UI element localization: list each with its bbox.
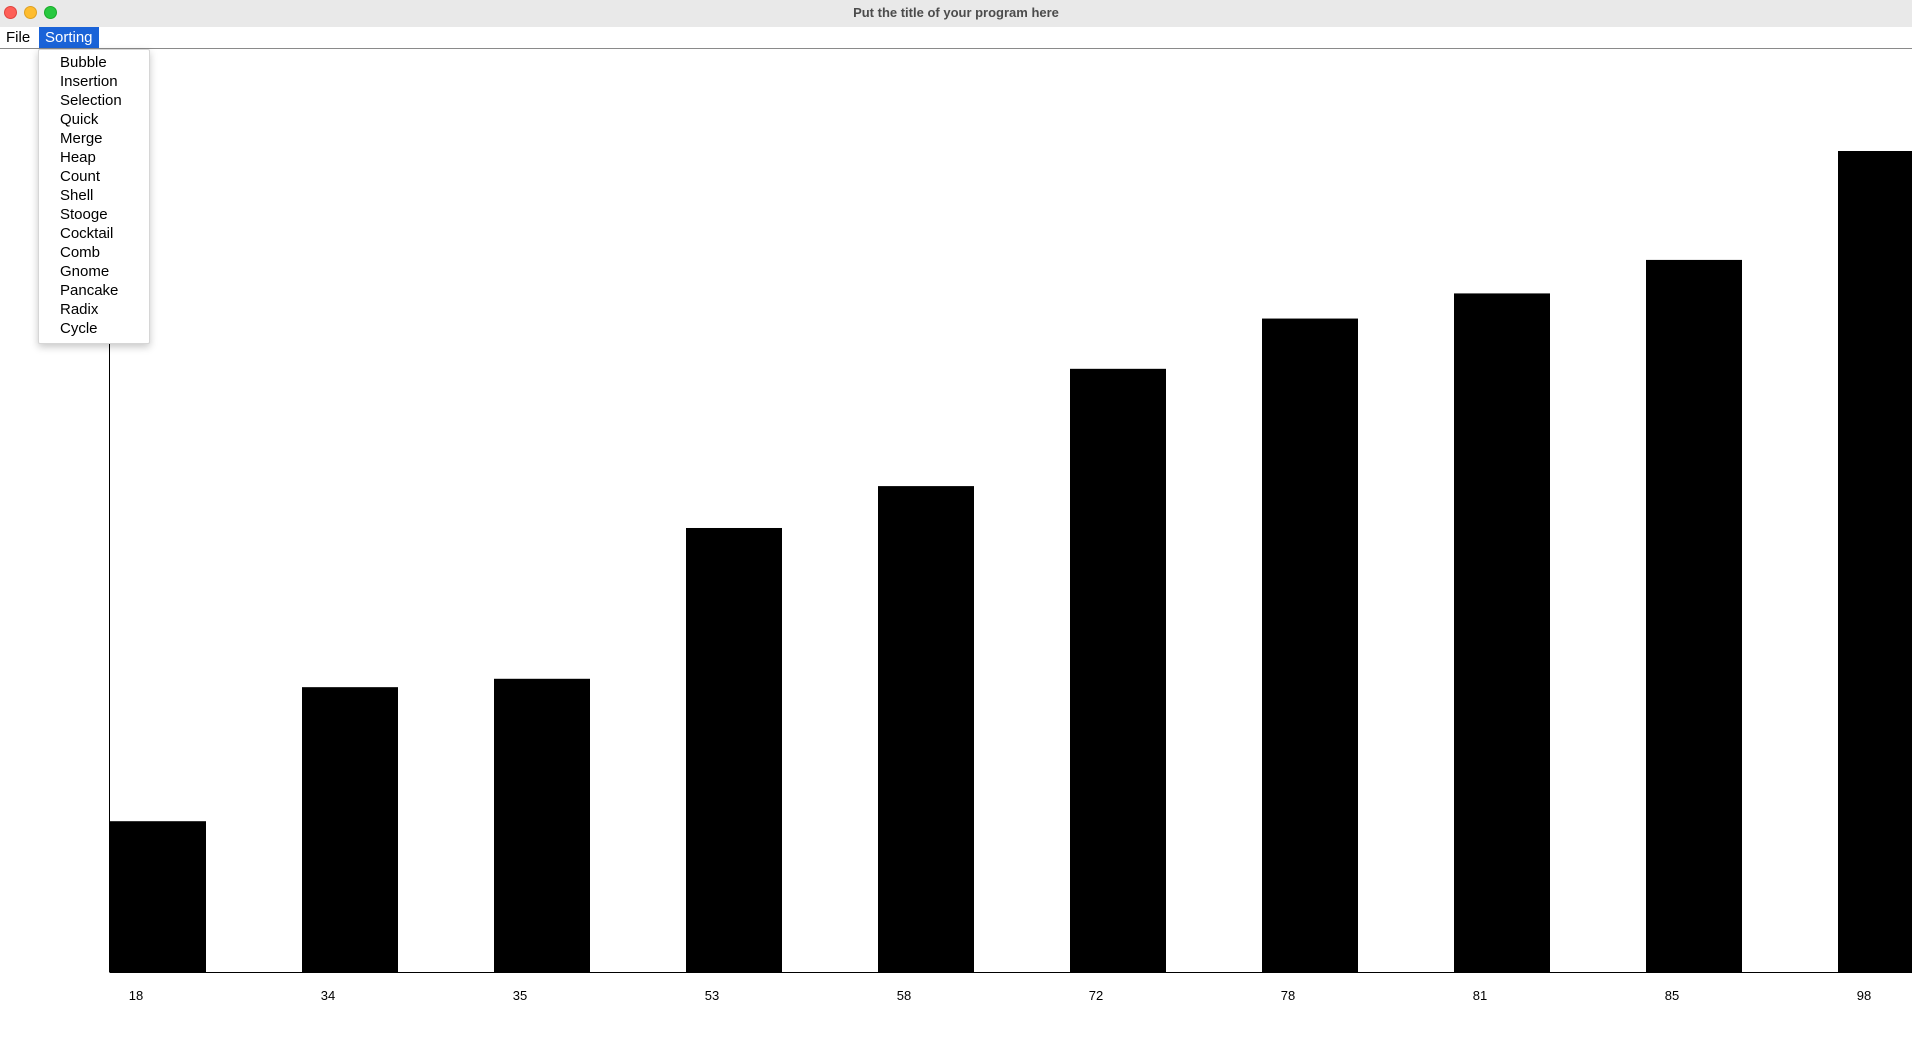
close-window-button[interactable]: [4, 6, 17, 19]
sorting-menu-item-shell[interactable]: Shell: [60, 187, 94, 204]
menu-bar: File Sorting: [0, 27, 1912, 49]
sorting-menu-item-merge[interactable]: Merge: [60, 130, 103, 147]
x-tick-label-72: 72: [1089, 988, 1103, 1003]
minimize-window-button[interactable]: [24, 6, 37, 19]
title-bar: Put the title of your program here: [0, 0, 1912, 28]
sorting-menu-item-cycle[interactable]: Cycle: [60, 320, 98, 337]
bar-chart: 18 34 35 53 58 72 78 81 85 98: [0, 49, 1912, 1053]
bar-18: [110, 821, 206, 972]
sorting-menu-item-selection[interactable]: Selection: [60, 92, 122, 109]
sorting-menu-item-quick[interactable]: Quick: [60, 111, 99, 128]
bar-81: [1454, 293, 1550, 973]
maximize-window-button[interactable]: [44, 6, 57, 19]
bar-72: [1070, 368, 1166, 973]
sorting-menu-item-count[interactable]: Count: [60, 168, 101, 185]
sorting-menu-item-pancake[interactable]: Pancake: [60, 282, 119, 299]
bar-78: [1262, 318, 1358, 972]
bar-34: [302, 687, 398, 972]
sorting-menu-item-gnome[interactable]: Gnome: [60, 263, 110, 280]
x-tick-label-53: 53: [705, 988, 719, 1003]
menu-file[interactable]: File: [6, 29, 31, 46]
sorting-dropdown-menu: Bubble Insertion Selection Quick Merge Heap Co…: [38, 49, 150, 344]
window-title: Put the title of your program here: [853, 5, 1059, 20]
x-tick-label-78: 78: [1281, 988, 1295, 1003]
x-tick-label-81: 81: [1473, 988, 1487, 1003]
bar-53: [686, 527, 782, 972]
menu-sorting[interactable]: Sorting: [39, 27, 99, 48]
x-tick-label-85: 85: [1665, 988, 1679, 1003]
bar-chart-svg: 18 34 35 53 58 72 78 81 85 98: [109, 49, 1912, 1003]
sorting-menu-item-bubble[interactable]: Bubble: [60, 54, 107, 71]
sorting-menu-item-comb[interactable]: Comb: [60, 244, 101, 261]
x-tick-label-35: 35: [513, 988, 527, 1003]
x-tick-label-98: 98: [1857, 988, 1871, 1003]
sorting-menu-item-stooge[interactable]: Stooge: [60, 206, 108, 223]
bar-85: [1646, 259, 1742, 972]
x-tick-label-58: 58: [897, 988, 911, 1003]
sorting-menu-item-heap[interactable]: Heap: [60, 149, 96, 166]
sorting-menu-item-radix[interactable]: Radix: [60, 301, 99, 318]
x-tick-label-34: 34: [321, 988, 335, 1003]
bar-98: [1838, 151, 1912, 972]
tick-labels-layer: 18 34 35 53 58 72 78 81 85 98: [129, 988, 1871, 1003]
sorting-menu-item-cocktail[interactable]: Cocktail: [60, 225, 114, 242]
sorting-menu-item-insertion[interactable]: Insertion: [60, 73, 118, 90]
bar-35: [494, 678, 590, 972]
x-tick-label-18: 18: [129, 988, 143, 1003]
bars-layer: [110, 151, 1912, 973]
bar-58: [878, 486, 974, 972]
